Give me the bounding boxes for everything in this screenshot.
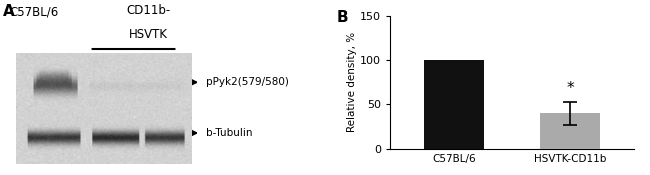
Text: C57BL/6: C57BL/6 <box>9 5 58 18</box>
Y-axis label: Relative density, %: Relative density, % <box>347 32 358 132</box>
Text: A: A <box>3 4 15 19</box>
Text: pPyk2(579/580): pPyk2(579/580) <box>206 77 289 87</box>
Bar <box>540 113 600 149</box>
Text: *: * <box>566 81 574 96</box>
Text: b-Tubulin: b-Tubulin <box>206 128 253 138</box>
Text: B: B <box>337 10 348 25</box>
Text: HSVTK: HSVTK <box>129 28 168 41</box>
Bar <box>424 60 484 149</box>
Text: CD11b-: CD11b- <box>127 4 171 16</box>
